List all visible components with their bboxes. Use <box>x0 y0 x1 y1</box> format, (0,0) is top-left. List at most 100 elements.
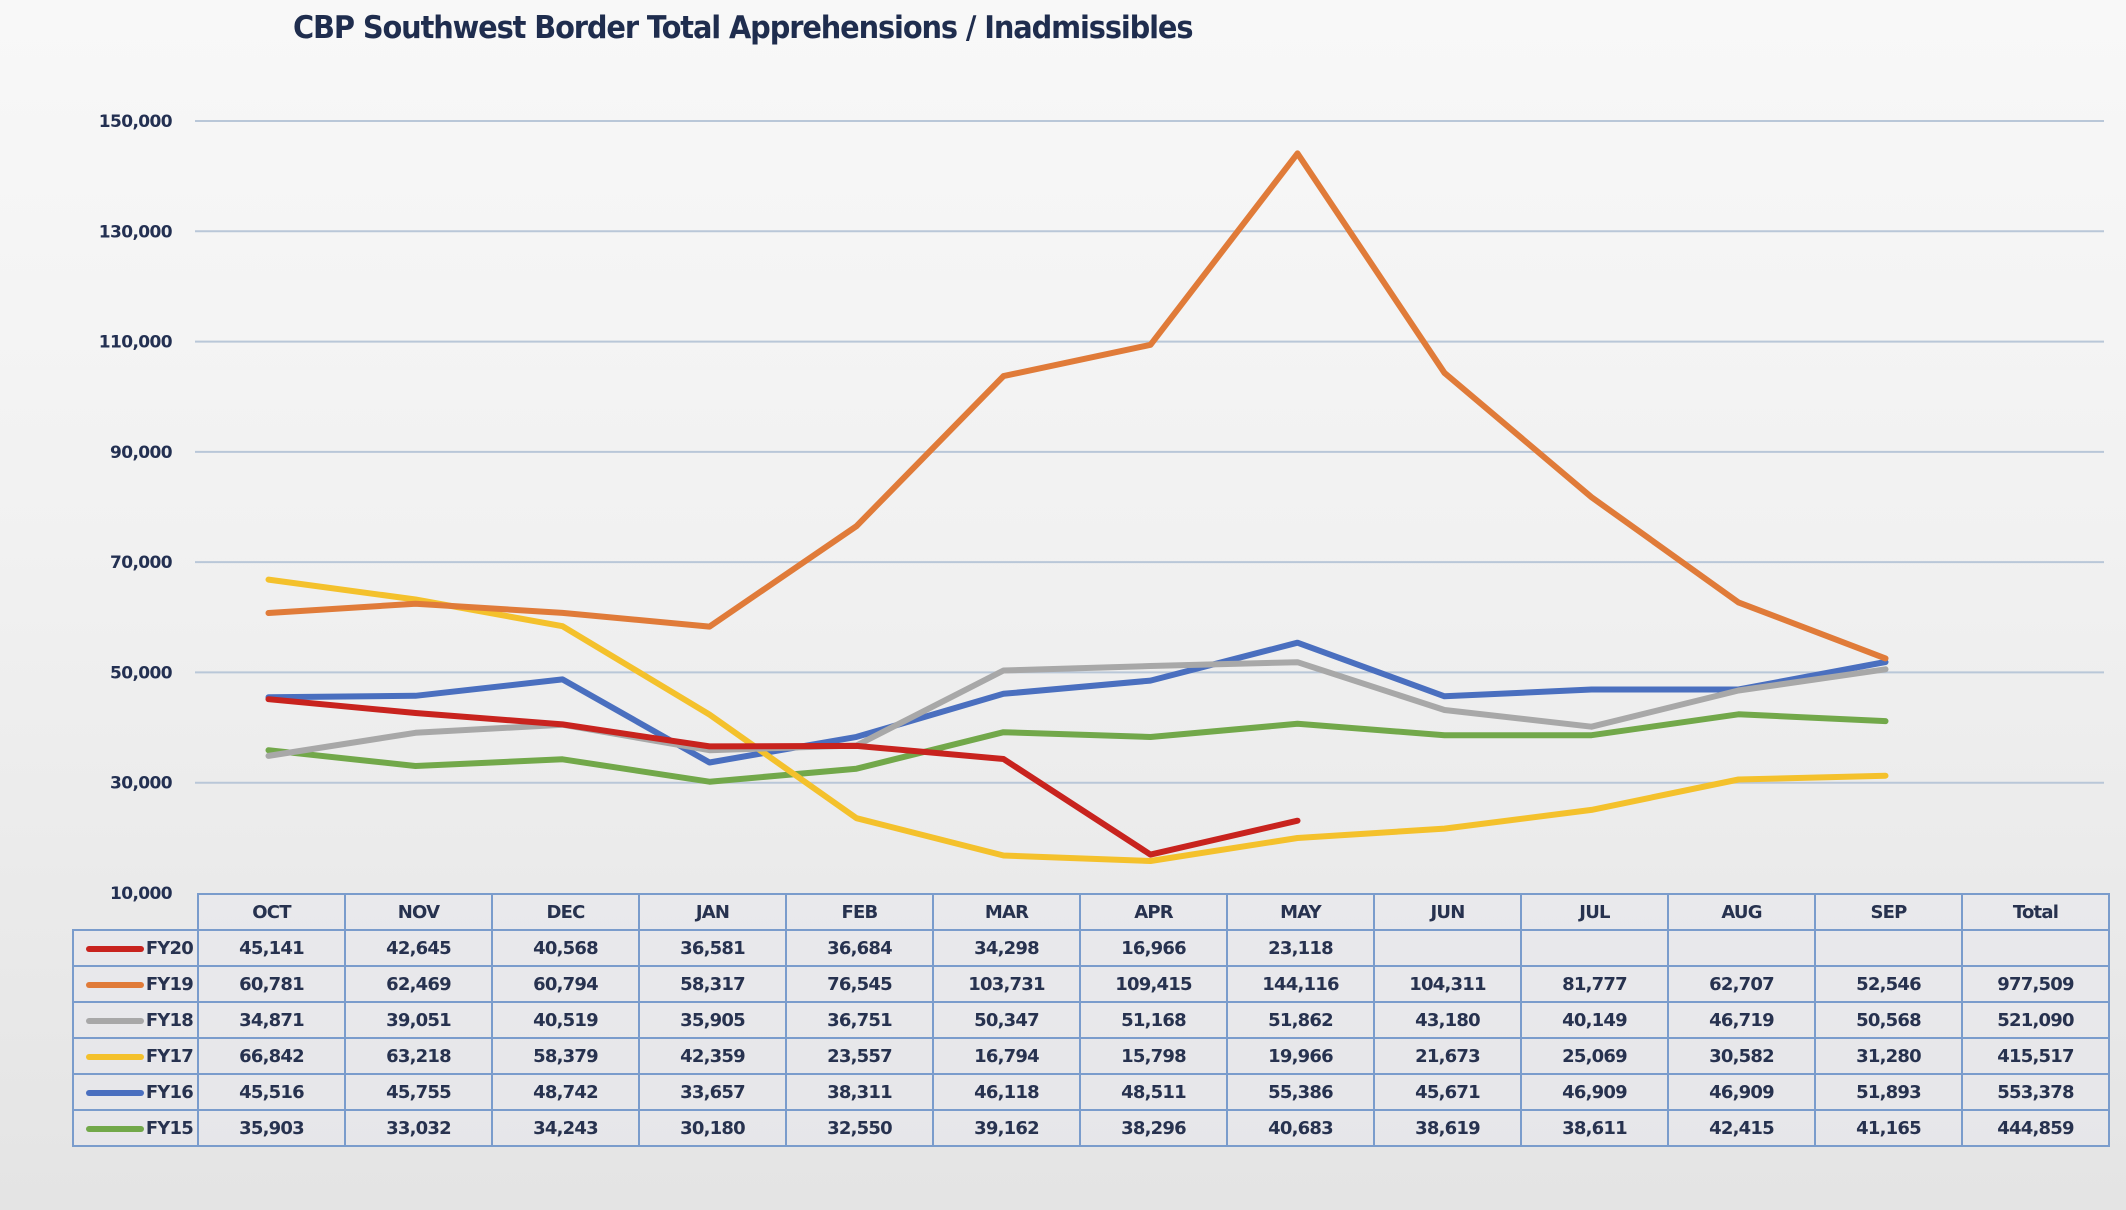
table-cell: 46,719 <box>1667 1001 1816 1039</box>
table-cell: 40,568 <box>491 929 640 967</box>
table-cell: 36,581 <box>638 929 787 967</box>
table-cell-total: 444,859 <box>1961 1109 2110 1147</box>
table-cell: 40,149 <box>1520 1001 1669 1039</box>
table-cell: 35,905 <box>638 1001 787 1039</box>
table-cell: 34,298 <box>932 929 1081 967</box>
table-cell <box>1814 929 1963 967</box>
legend-swatch <box>85 1125 144 1132</box>
table-cell: 31,280 <box>1814 1037 1963 1075</box>
table-cell: 38,619 <box>1373 1109 1522 1147</box>
column-header-aug: AUG <box>1667 893 1816 931</box>
column-header-jul: JUL <box>1520 893 1669 931</box>
table-row: FY17 66,842 63,218 58,379 42,359 23,557 16,794… <box>72 1037 2110 1075</box>
table-cell-total: 553,378 <box>1961 1073 2110 1111</box>
legend-entry: FY16 <box>72 1073 199 1111</box>
table-cell: 25,069 <box>1520 1037 1669 1075</box>
table-cell: 15,798 <box>1079 1037 1228 1075</box>
table-cell: 21,673 <box>1373 1037 1522 1075</box>
legend-label: FY19 <box>145 973 194 995</box>
table-cell-total <box>1961 929 2110 967</box>
table-cell: 38,611 <box>1520 1109 1669 1147</box>
table-cell: 109,415 <box>1079 965 1228 1003</box>
table-cell: 16,794 <box>932 1037 1081 1075</box>
table-cell: 41,165 <box>1814 1109 1963 1147</box>
column-header-nov: NOV <box>344 893 493 931</box>
column-header-feb: FEB <box>785 893 934 931</box>
table-cell: 23,118 <box>1226 929 1375 967</box>
table-cell: 103,731 <box>932 965 1081 1003</box>
table-cell: 76,545 <box>785 965 934 1003</box>
table-cell: 36,684 <box>785 929 934 967</box>
table-cell: 60,781 <box>197 965 346 1003</box>
y-tick-label: 90,000 <box>110 443 173 463</box>
table-cell: 50,568 <box>1814 1001 1963 1039</box>
data-table: OCT NOV DEC JAN FEB MAR APR MAY JUN JUL AUG SEP Tota… <box>72 893 2110 1147</box>
table-cell: 45,141 <box>197 929 346 967</box>
table-cell: 48,511 <box>1079 1073 1228 1111</box>
table-cell: 32,550 <box>785 1109 934 1147</box>
y-axis-ticks: 150,000 130,000 110,000 90,000 70,000 50,000 3… <box>99 112 174 904</box>
legend-swatch <box>85 981 144 988</box>
table-cell: 81,777 <box>1520 965 1669 1003</box>
table-header-row: OCT NOV DEC JAN FEB MAR APR MAY JUN JUL AUG SEP Tota… <box>73 893 2110 931</box>
table-row: FY20 45,141 42,645 40,568 36,581 36,684 34,298… <box>72 929 2110 967</box>
legend-label: FY20 <box>145 937 194 959</box>
table-cell: 45,671 <box>1373 1073 1522 1111</box>
table-cell-total: 521,090 <box>1961 1001 2110 1039</box>
legend-label: FY18 <box>145 1009 194 1031</box>
table-cell: 35,903 <box>197 1109 346 1147</box>
table-cell: 33,657 <box>638 1073 787 1111</box>
column-header-mar: MAR <box>932 893 1081 931</box>
y-tick-label: 130,000 <box>99 222 173 242</box>
table-cell: 46,118 <box>932 1073 1081 1111</box>
table-cell: 144,116 <box>1226 965 1375 1003</box>
column-header-may: MAY <box>1226 893 1375 931</box>
table-cell: 42,645 <box>344 929 493 967</box>
table-row: FY18 34,871 39,051 40,519 35,905 36,751 50,347… <box>72 1001 2110 1039</box>
table-cell: 40,683 <box>1226 1109 1375 1147</box>
table-cell: 51,862 <box>1226 1001 1375 1039</box>
series-line-fy19 <box>265 150 1889 662</box>
table-cell-total: 415,517 <box>1961 1037 2110 1075</box>
column-header-total: Total <box>1961 893 2110 931</box>
table-cell: 63,218 <box>344 1037 493 1075</box>
legend-entry: FY20 <box>72 929 199 967</box>
table-cell: 46,909 <box>1520 1073 1669 1111</box>
legend-label: FY15 <box>145 1117 194 1139</box>
table-row: FY15 35,903 33,032 34,243 30,180 32,550 39,162… <box>72 1109 2110 1147</box>
table-cell <box>1373 929 1522 967</box>
series-line-fy18 <box>265 659 1889 759</box>
y-tick-label: 110,000 <box>99 333 173 353</box>
table-cell: 38,311 <box>785 1073 934 1111</box>
table-cell: 48,742 <box>491 1073 640 1111</box>
table-cell: 19,966 <box>1226 1037 1375 1075</box>
series-line-fy15 <box>265 711 1889 785</box>
table-cell: 34,243 <box>491 1109 640 1147</box>
y-tick-label: 30,000 <box>110 774 173 794</box>
table-row: FY19 60,781 62,469 60,794 58,317 76,545 103,73… <box>72 965 2110 1003</box>
column-header-oct: OCT <box>197 893 346 931</box>
column-header-jun: JUN <box>1373 893 1522 931</box>
table-cell: 39,162 <box>932 1109 1081 1147</box>
legend-entry: FY18 <box>72 1001 199 1039</box>
table-cell: 45,755 <box>344 1073 493 1111</box>
table-cell: 50,347 <box>932 1001 1081 1039</box>
table-cell: 66,842 <box>197 1037 346 1075</box>
legend-swatch <box>85 1089 144 1096</box>
legend-swatch <box>85 945 144 952</box>
column-header-dec: DEC <box>491 893 640 931</box>
column-header-sep: SEP <box>1814 893 1963 931</box>
table-cell: 52,546 <box>1814 965 1963 1003</box>
table-row: FY16 45,516 45,755 48,742 33,657 38,311 46,118… <box>72 1073 2110 1111</box>
table-cell: 104,311 <box>1373 965 1522 1003</box>
legend-swatch <box>85 1053 144 1060</box>
table-cell: 62,707 <box>1667 965 1816 1003</box>
chart-title: CBP Southwest Border Total Apprehensions… <box>293 10 1194 46</box>
legend-entry: FY19 <box>72 965 199 1003</box>
legend-entry: FY17 <box>72 1037 199 1075</box>
table-cell: 45,516 <box>197 1073 346 1111</box>
table-cell: 43,180 <box>1373 1001 1522 1039</box>
table-cell: 42,359 <box>638 1037 787 1075</box>
column-header-apr: APR <box>1079 893 1228 931</box>
series-lines <box>265 150 1889 864</box>
